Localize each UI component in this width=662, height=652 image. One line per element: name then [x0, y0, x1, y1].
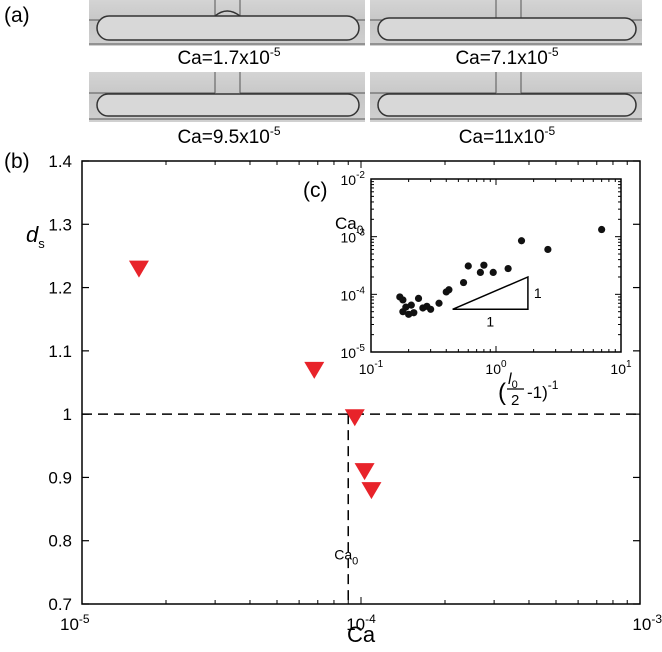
- svg-text:l0: l0: [508, 371, 518, 391]
- panel-a-label: (a): [4, 4, 30, 27]
- y-tick-label: 1.2: [48, 279, 72, 298]
- svg-text:2: 2: [511, 392, 519, 409]
- data-point: [361, 482, 382, 500]
- inset-plot-frame: [370, 178, 622, 353]
- data-point: [304, 361, 325, 379]
- inset-y-tick-label: 10-4: [341, 285, 366, 303]
- inset-data-point: [459, 278, 468, 287]
- inset-data-point: [476, 268, 484, 277]
- inset-y-tick-label: 10-5: [341, 343, 366, 361]
- photo-2-caption: Ca=7.1x10-5: [455, 45, 558, 69]
- x-axis-title: Ca: [347, 622, 376, 647]
- inset-data-point: [504, 264, 512, 273]
- y-tick-label: 0.9: [48, 468, 72, 487]
- photo-3: [89, 72, 365, 122]
- inset-data-point: [427, 305, 435, 313]
- inset-y-tick-label: 10-3: [341, 228, 366, 246]
- slope-run-label: 1: [486, 313, 494, 329]
- photo-1: [89, 0, 365, 46]
- vline-label: Ca0: [334, 547, 358, 568]
- inset-x-tick-label: 10-1: [359, 359, 384, 377]
- slope-triangle: [452, 275, 529, 311]
- panel-c-label: (c): [303, 179, 328, 202]
- photo-4: [370, 72, 642, 122]
- slope-rise-label: 1: [534, 285, 542, 301]
- inset-data-point: [489, 268, 497, 277]
- data-point: [344, 409, 365, 427]
- y-tick-label: 0.7: [48, 595, 72, 614]
- photo-2: [370, 0, 642, 46]
- photo-4-caption: Ca=11x10-5: [459, 124, 556, 148]
- inset-data-point: [464, 262, 472, 270]
- inset-data-point: [445, 286, 453, 294]
- y-tick-label: 1.3: [48, 215, 72, 234]
- data-point: [354, 463, 375, 481]
- panel-b-label: (b): [4, 150, 30, 173]
- inset-data-point: [435, 299, 443, 307]
- photo-1-caption: Ca=1.7x10-5: [177, 45, 280, 69]
- y-axis-title: ds: [26, 222, 45, 251]
- inset-y-axis-title: Ca0: [335, 214, 364, 237]
- inset-data-point: [517, 237, 526, 245]
- x-tick-label: 10-4: [346, 612, 376, 634]
- inset-data-point: [407, 301, 415, 309]
- inset-data-point: [399, 296, 407, 304]
- y-tick-label: 0.8: [48, 532, 72, 551]
- inset-data-point: [598, 225, 606, 234]
- inset-x-tick-label: 101: [610, 359, 632, 377]
- inset-data-point: [402, 303, 410, 311]
- y-tick-label: 1.1: [48, 342, 72, 361]
- inset-data-point: [544, 245, 552, 254]
- inset-x-tick-label: 100: [485, 359, 507, 377]
- photo-3-caption: Ca=9.5x10-5: [177, 124, 280, 148]
- y-tick-label: 1: [63, 405, 72, 424]
- inset-y-tick-label: 10-2: [341, 170, 366, 188]
- main-plot: 0.7 0.8 0.9 1 1.1 1.2 1.3 1.4 10-5 10-4 10-3 Ca0: [48, 152, 662, 634]
- inset-data-point: [480, 261, 488, 269]
- y-tick-label: 1.4: [48, 152, 72, 171]
- inset-data-point: [414, 294, 423, 303]
- svg-text:(: (: [498, 379, 506, 406]
- inset-plot: 10-5 10-4 10-3 10-2 10-1 100 101 1 1: [341, 170, 632, 377]
- inset-data-point: [410, 309, 418, 317]
- data-point: [128, 260, 149, 278]
- svg-text:-1)-1: -1)-1: [527, 378, 559, 402]
- x-tick-label: 10-5: [60, 612, 90, 634]
- x-tick-label: 10-3: [632, 612, 662, 634]
- inset-x-axis-title: ( l0 2 -1)-1: [498, 371, 559, 409]
